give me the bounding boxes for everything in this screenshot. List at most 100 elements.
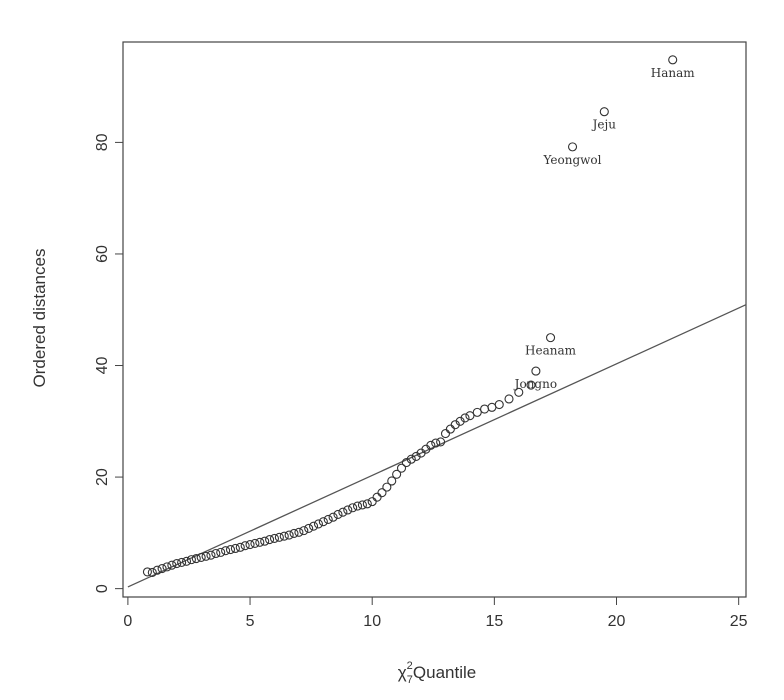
data-point [387,476,397,486]
data-point [323,514,333,525]
data-point [460,413,470,423]
data-point [172,558,182,569]
data-point [436,437,446,447]
data-point [279,531,289,541]
data-point [152,565,162,575]
data-point [181,556,192,566]
points-layer [142,380,536,578]
data-point [142,567,152,577]
data-point [396,463,407,473]
x-tick-label: 0 [123,613,132,630]
data-point [392,469,402,479]
data-point [265,534,275,545]
data-point [504,394,514,404]
data-point [289,528,299,538]
y-axis: 0 20 40 60 80 [94,133,124,593]
x-axis: 0 5 10 15 20 25 [123,596,748,630]
data-point [465,411,475,421]
data-point [191,553,201,564]
data-point [494,400,504,410]
point-label-heanam: Heanam [525,344,577,358]
data-point [367,497,377,507]
data-point [338,507,348,517]
data-point [294,527,304,537]
data-point [147,567,157,578]
data-point [250,538,260,549]
data-point [230,543,240,554]
data-point [186,555,196,565]
reference-line-layer [127,304,747,588]
data-point [157,564,167,574]
data-point [348,503,358,513]
y-tick-label: 80 [94,133,111,151]
data-point [480,404,490,414]
data-point [211,548,221,559]
point-label-jeju: Jeju [591,118,617,132]
point-label-yeongwol: Yeongwol [543,153,602,167]
data-point [274,532,284,542]
x-tick-label: 15 [485,613,503,630]
data-point [514,387,524,397]
y-tick-label: 40 [94,357,111,375]
data-point [304,523,314,533]
data-point [284,530,294,540]
point-label-jongno: Jongno [513,377,557,391]
data-point [455,416,465,426]
data-point [221,546,231,556]
x-axis-title-symbol: χ [398,663,407,682]
data-point [377,488,387,498]
data-point [357,500,367,510]
data-point [411,451,421,461]
data-point [269,533,280,543]
x-tick-label: 10 [363,613,381,630]
data-point [299,526,309,536]
point-jeju [599,107,609,117]
data-point [362,499,372,509]
point-label-hanam: Hanam [651,66,696,80]
data-point [309,521,319,531]
data-point [445,424,455,434]
y-tick-label: 20 [94,468,111,486]
x-axis-title-text: Quantile [413,663,476,682]
data-point [431,438,441,448]
data-point [216,547,226,557]
point-yeongwol [567,142,578,152]
data-point [162,562,172,572]
data-point [526,380,536,390]
data-point [245,540,255,550]
data-point [225,545,236,555]
data-point [328,512,338,522]
data-point [352,501,363,511]
y-axis-title: Ordered distances [30,249,49,388]
data-point [401,458,411,468]
data-point [313,519,324,529]
labeled-points-layer: Hanam Jeju Yeongwol Heanam Jongno [513,55,696,391]
data-point [333,509,343,519]
data-point [167,560,177,570]
x-axis-title: χ2 7Quantile [398,660,477,686]
data-point [472,407,482,417]
data-point [201,551,211,561]
data-point [426,440,436,450]
data-point [450,420,460,430]
data-point [240,541,250,551]
point-jongno [531,366,541,376]
x-axis-title-subscript: 7 [407,674,413,686]
plot-frame [122,41,747,598]
y-tick-label: 0 [94,584,111,593]
data-point [196,552,206,562]
y-tick-label: 60 [94,245,111,263]
point-heanam [545,333,556,343]
data-point [382,482,392,492]
data-point [440,429,451,439]
data-point [406,454,416,464]
data-point [177,557,187,567]
x-tick-label: 5 [246,613,255,630]
data-point [318,517,328,527]
data-point [343,505,353,515]
data-point [372,492,382,502]
data-point [235,542,245,552]
x-axis-title-superscript: 2 [407,660,413,672]
data-point [255,537,265,547]
